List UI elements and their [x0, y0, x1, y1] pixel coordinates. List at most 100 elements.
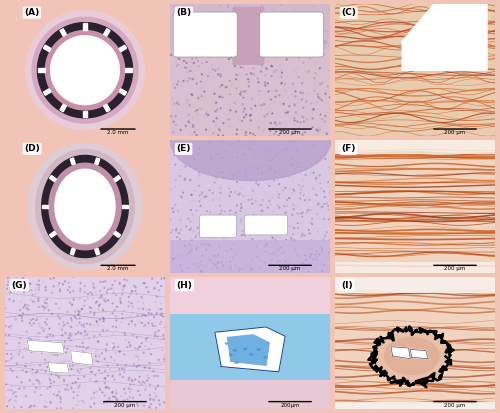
Point	[188, 76, 196, 82]
Point	[222, 84, 230, 90]
Point	[203, 19, 211, 26]
Point	[236, 43, 244, 50]
Polygon shape	[410, 349, 428, 358]
Point	[150, 368, 158, 374]
Point	[206, 216, 214, 223]
Point	[234, 22, 242, 28]
Point	[249, 131, 257, 137]
Point	[236, 235, 244, 241]
Point	[120, 282, 128, 288]
Point	[122, 384, 130, 391]
Point	[221, 243, 229, 250]
Point	[132, 345, 140, 351]
Point	[200, 194, 208, 200]
Point	[259, 44, 267, 50]
Point	[101, 296, 109, 302]
Point	[293, 159, 301, 166]
Point	[240, 6, 248, 13]
Point	[208, 266, 216, 273]
Point	[184, 154, 192, 161]
Point	[287, 235, 295, 242]
Point	[299, 265, 307, 271]
Polygon shape	[48, 363, 69, 373]
Point	[50, 275, 58, 281]
Point	[42, 282, 50, 289]
Point	[276, 244, 284, 251]
Point	[308, 260, 316, 266]
Point	[182, 147, 190, 154]
Point	[198, 157, 206, 164]
Point	[12, 280, 20, 286]
Point	[112, 350, 120, 356]
Point	[322, 27, 330, 34]
Point	[101, 368, 109, 374]
Polygon shape	[38, 23, 132, 118]
Point	[298, 268, 306, 275]
Point	[173, 63, 181, 69]
Point	[36, 342, 44, 349]
Point	[87, 368, 95, 375]
Bar	[335, 262, 495, 273]
Point	[222, 225, 230, 232]
Point	[295, 195, 303, 202]
Point	[61, 278, 69, 285]
Polygon shape	[28, 340, 64, 354]
Point	[278, 32, 286, 39]
Point	[243, 39, 251, 45]
Point	[296, 138, 304, 144]
Point	[132, 287, 140, 294]
Point	[46, 345, 54, 351]
Point	[304, 11, 312, 18]
Point	[242, 129, 250, 135]
Point	[246, 112, 254, 119]
Point	[172, 261, 179, 267]
Point	[119, 374, 127, 380]
Point	[323, 39, 331, 46]
Point	[34, 344, 42, 351]
Point	[180, 9, 188, 15]
Point	[188, 192, 196, 198]
Point	[116, 279, 124, 286]
Point	[90, 389, 98, 396]
Point	[168, 255, 176, 262]
Point	[88, 305, 96, 311]
Point	[320, 201, 328, 207]
Point	[2, 394, 10, 401]
Point	[106, 395, 114, 401]
Point	[40, 278, 48, 285]
Point	[27, 402, 35, 409]
Point	[80, 349, 88, 356]
Point	[305, 68, 313, 75]
Point	[272, 67, 280, 74]
Point	[306, 252, 314, 259]
Point	[66, 363, 74, 369]
Point	[274, 151, 282, 157]
Point	[290, 202, 298, 208]
Text: 200μm: 200μm	[280, 403, 300, 408]
Point	[61, 338, 69, 345]
Point	[138, 294, 145, 301]
Point	[306, 55, 314, 62]
Point	[87, 321, 95, 328]
Point	[238, 266, 246, 272]
Point	[286, 85, 294, 91]
Point	[312, 175, 320, 182]
Point	[70, 359, 78, 366]
Point	[313, 157, 321, 164]
Point	[148, 310, 156, 317]
Point	[43, 346, 51, 352]
Point	[172, 21, 180, 28]
Point	[28, 349, 36, 355]
Point	[8, 355, 16, 362]
Point	[240, 88, 248, 95]
Point	[3, 351, 11, 357]
Point	[154, 293, 162, 300]
Point	[127, 291, 135, 297]
Point	[15, 340, 23, 347]
Point	[194, 151, 202, 157]
Point	[183, 97, 191, 103]
Point	[188, 55, 196, 62]
Point	[110, 344, 118, 350]
Point	[293, 147, 301, 154]
Point	[184, 69, 192, 76]
